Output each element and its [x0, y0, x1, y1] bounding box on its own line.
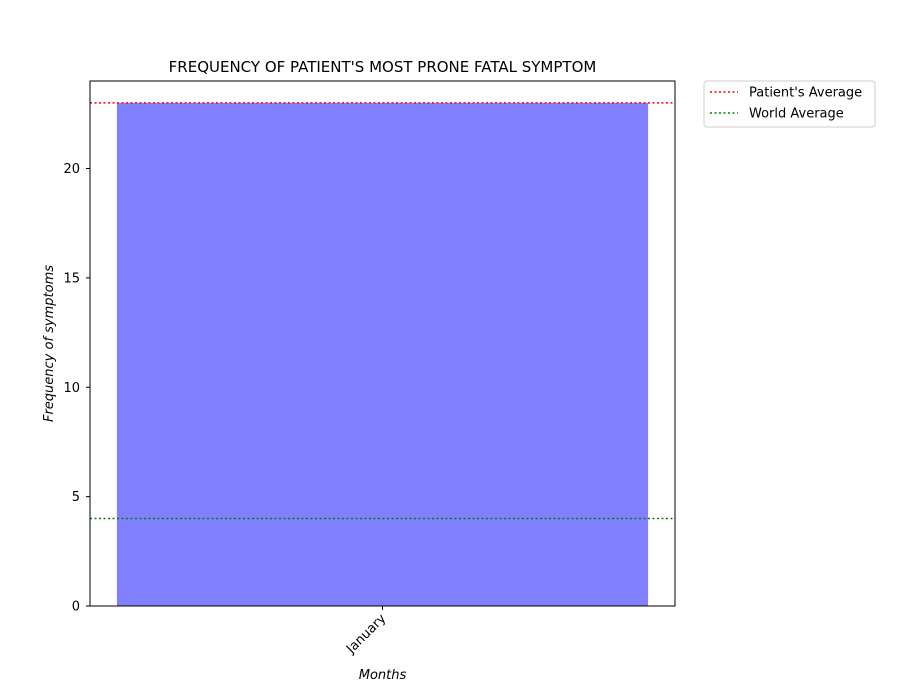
legend-frame: [703, 80, 876, 128]
bars-layer: [116, 102, 649, 607]
bar-january: [116, 102, 649, 607]
legend-label: Patient's Average: [749, 86, 862, 101]
y-tick-label: 0: [72, 600, 80, 615]
y-tick-label: 10: [63, 381, 80, 396]
y-axis-title: Frequency of symptoms: [42, 265, 57, 422]
x-axis-title: Months: [359, 668, 407, 683]
x-tick-label: January: [343, 611, 389, 657]
reference-lines-layer: [90, 102, 675, 520]
legend: Patient's Average World Average: [703, 80, 876, 128]
y-axis-ticks: 0 5 10 15 20: [63, 162, 90, 615]
chart-title: FREQUENCY OF PATIENT'S MOST PRONE FATAL …: [169, 58, 597, 76]
x-axis-ticks: January: [343, 606, 390, 657]
y-tick-label: 20: [63, 162, 80, 177]
y-tick-label: 5: [72, 490, 80, 505]
legend-label: World Average: [749, 107, 844, 122]
legend-items: Patient's Average World Average: [710, 86, 862, 122]
y-tick-label: 15: [63, 271, 80, 286]
